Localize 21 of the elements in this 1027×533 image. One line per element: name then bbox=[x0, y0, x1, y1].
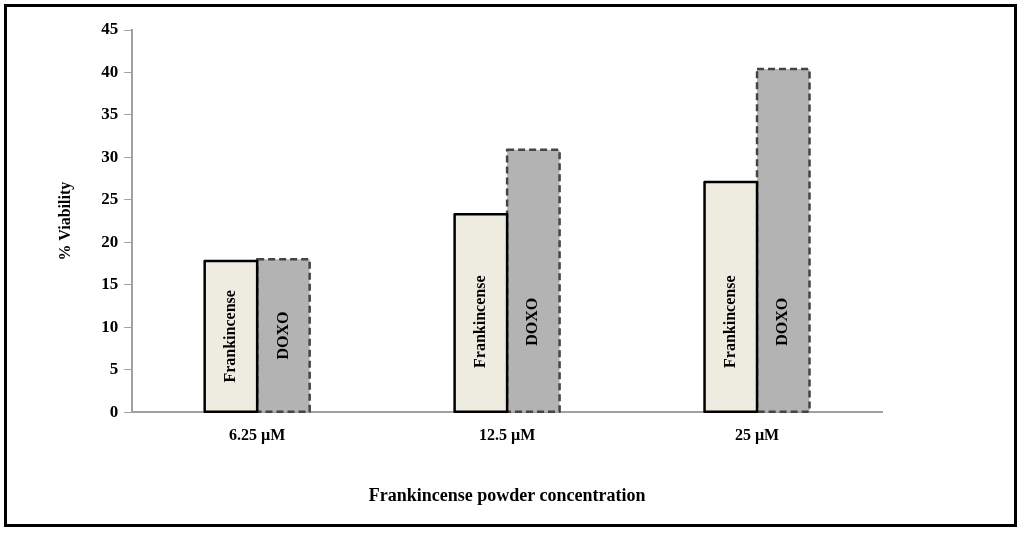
y-tick-label: 10 bbox=[101, 316, 119, 336]
x-axis-title: Frankincense powder concentration bbox=[368, 484, 646, 505]
x-tick-label: 25 µM bbox=[734, 425, 780, 444]
text: Frankincense bbox=[471, 275, 488, 368]
y-tick-label: 35 bbox=[101, 104, 119, 124]
y-tick-label: 5 bbox=[109, 359, 119, 379]
y-tick-label: 30 bbox=[101, 146, 119, 166]
text: Frankincense bbox=[720, 275, 738, 368]
y-tick-label: 0 bbox=[109, 401, 119, 421]
x-tick-label: 6.25 µM bbox=[229, 425, 286, 444]
y-tick-label: 20 bbox=[101, 231, 119, 251]
y-tick-label: 40 bbox=[101, 61, 119, 81]
y-axis-title: % Viability bbox=[55, 181, 74, 261]
y-tick-label: 25 bbox=[101, 189, 119, 209]
series-label: DOXO bbox=[273, 311, 291, 360]
x-tick-label: 12.5 µM bbox=[478, 425, 536, 444]
y-tick-label: 15 bbox=[101, 274, 119, 294]
y-tick-label: 45 bbox=[101, 19, 119, 39]
text: DOXO bbox=[773, 297, 791, 346]
series-label: Frankincense bbox=[221, 290, 239, 383]
text: DOXO bbox=[523, 297, 541, 346]
